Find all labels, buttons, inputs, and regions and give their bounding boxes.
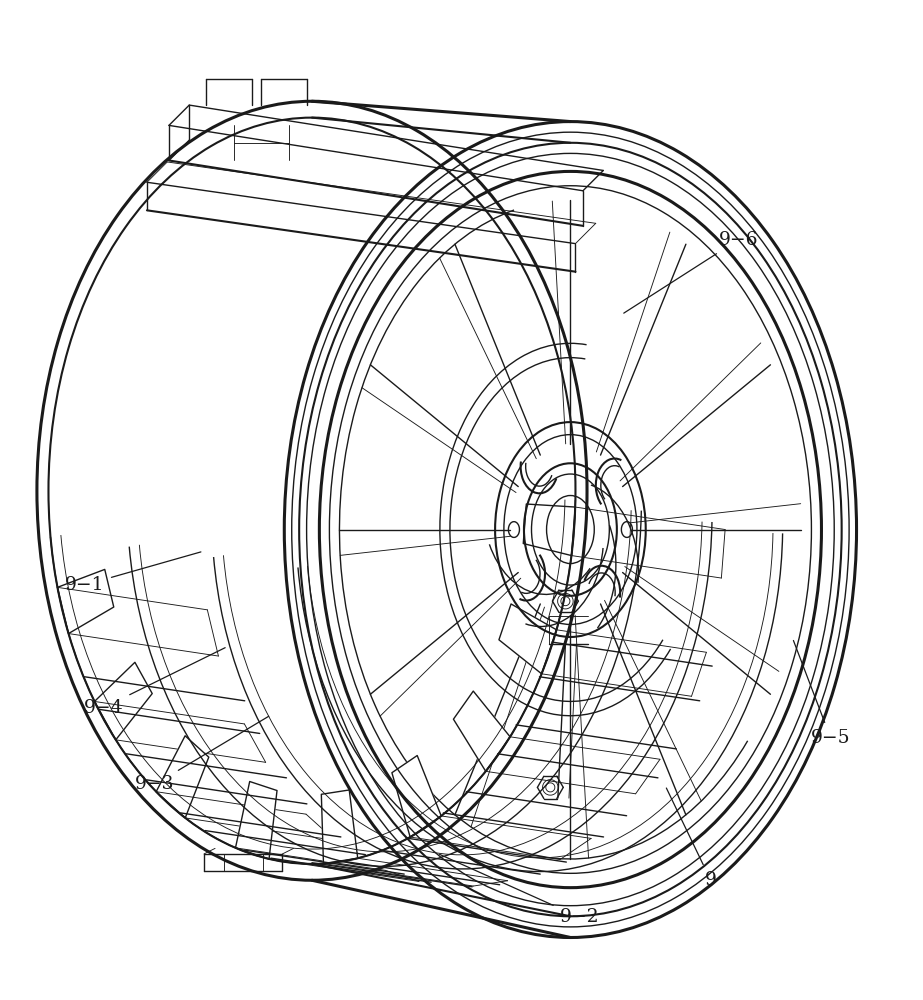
Polygon shape [57, 569, 114, 634]
Polygon shape [453, 691, 510, 771]
Text: 9−4: 9−4 [84, 648, 225, 717]
Polygon shape [523, 504, 575, 556]
Text: 9−6: 9−6 [624, 231, 758, 313]
Text: 9−3: 9−3 [136, 716, 269, 793]
Polygon shape [392, 756, 441, 837]
Polygon shape [94, 662, 152, 740]
Text: 9−2: 9−2 [439, 854, 599, 926]
Text: 9−5: 9−5 [794, 640, 850, 747]
Polygon shape [235, 782, 277, 859]
Text: 9−1: 9−1 [66, 552, 201, 594]
Text: 9: 9 [666, 788, 716, 889]
Polygon shape [156, 736, 209, 818]
Polygon shape [321, 790, 358, 864]
Polygon shape [499, 604, 557, 674]
